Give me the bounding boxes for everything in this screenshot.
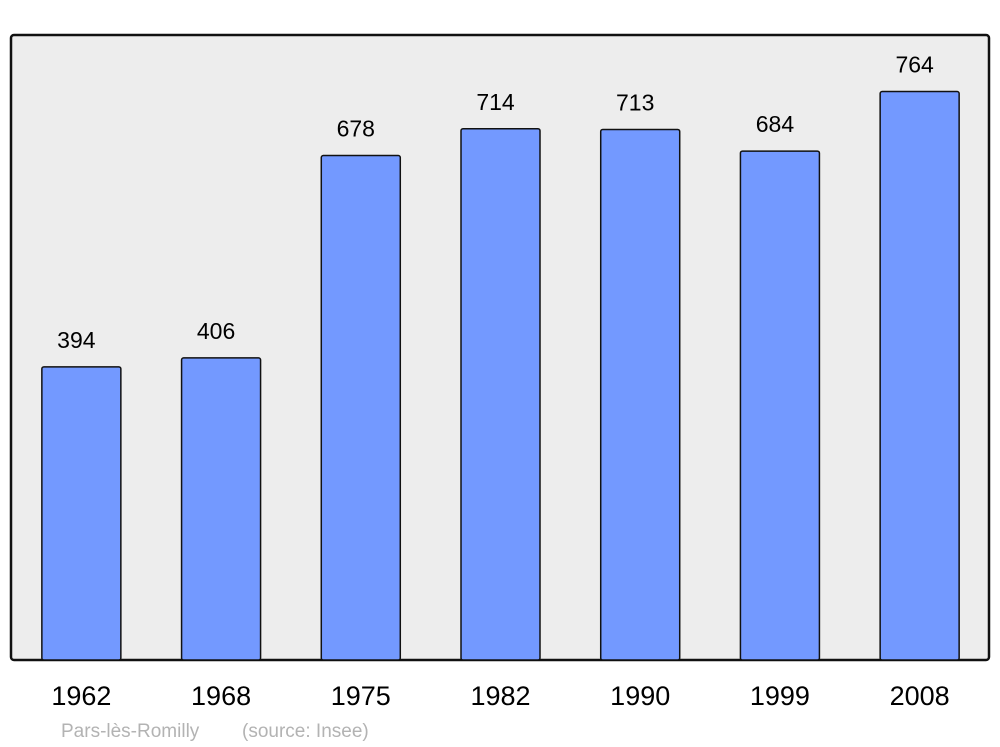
x-tick-label: 2008 — [890, 681, 950, 711]
caption-place: Pars-lès-Romilly — [61, 721, 200, 742]
data-label: 714 — [476, 89, 515, 115]
bar — [180, 357, 262, 661]
bar — [41, 366, 122, 661]
x-tick-label: 1975 — [331, 681, 391, 711]
x-tick-label: 1962 — [51, 681, 111, 711]
bar — [599, 128, 681, 661]
x-tick-label: 1990 — [610, 681, 670, 711]
bar — [320, 154, 402, 661]
data-label: 764 — [895, 52, 934, 78]
data-label: 713 — [616, 89, 654, 115]
data-label: 406 — [197, 318, 235, 344]
data-label: 394 — [57, 327, 96, 353]
caption-source: (source: Insee) — [242, 721, 369, 742]
data-label: 684 — [756, 111, 795, 137]
bar — [879, 90, 960, 661]
x-tick-label: 1982 — [470, 681, 530, 711]
bar — [460, 128, 541, 661]
x-tick-label: 1999 — [750, 681, 810, 711]
x-tick-label: 1968 — [191, 681, 251, 711]
data-label: 678 — [337, 116, 375, 142]
bar — [739, 150, 821, 661]
